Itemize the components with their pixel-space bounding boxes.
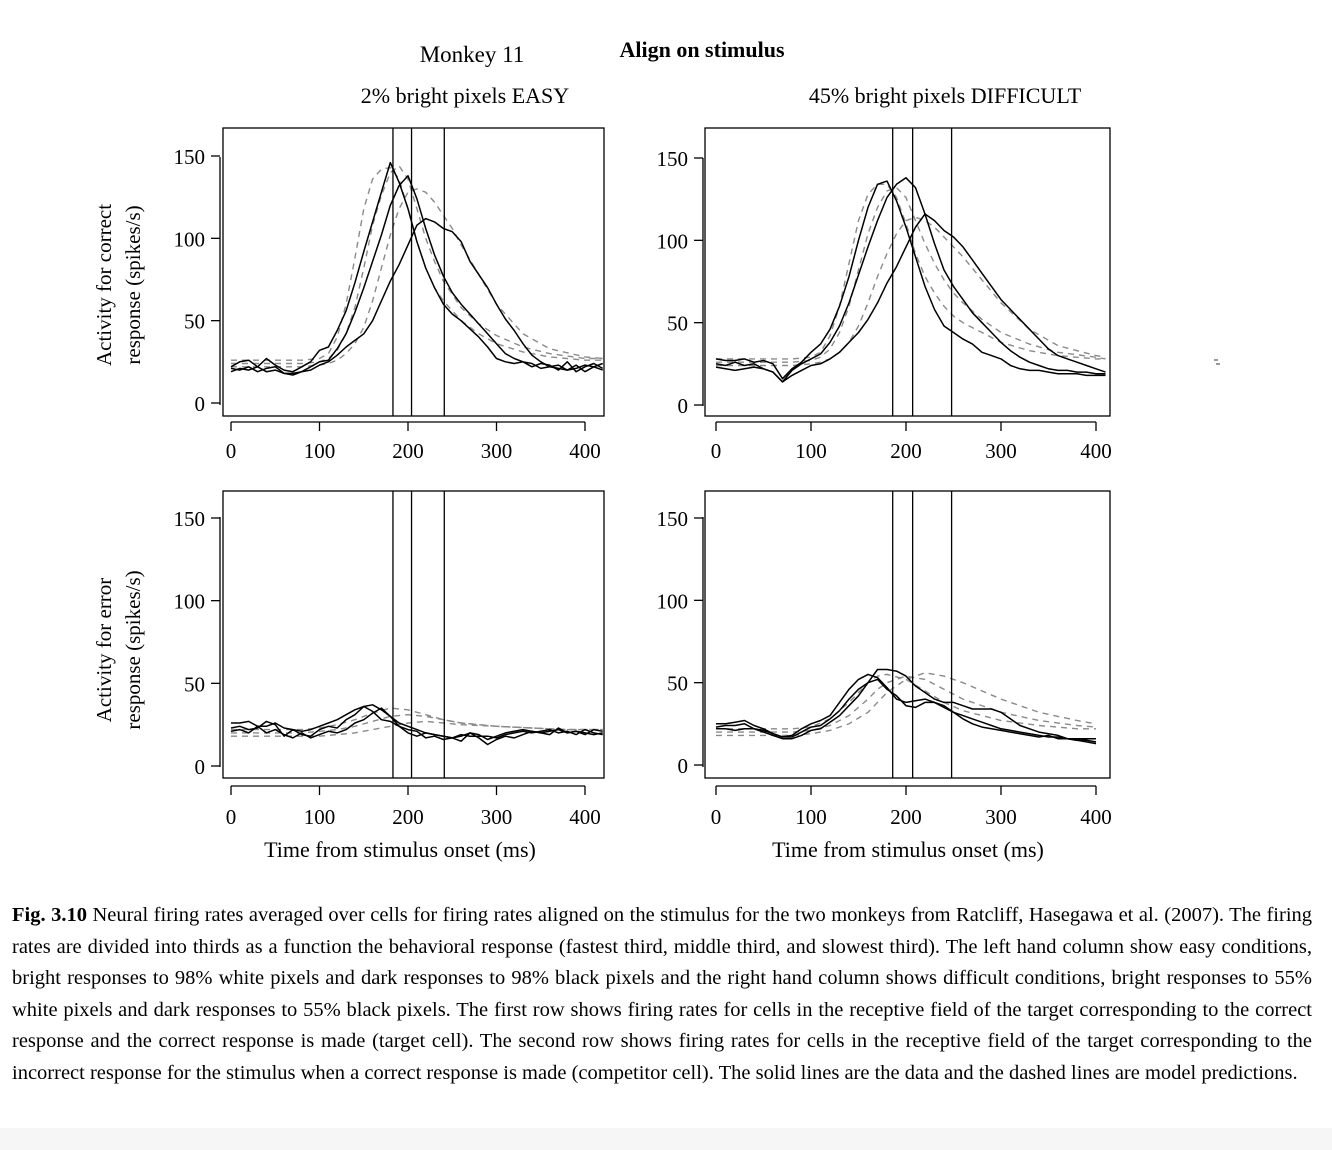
y-tick-label: 0	[678, 394, 689, 418]
x-tick-label: 200	[890, 439, 922, 463]
caption-label: Fig. 3.10	[12, 904, 87, 926]
plot-frame	[222, 490, 605, 779]
x-tick-label: 300	[481, 439, 513, 463]
model-line-1	[716, 673, 1096, 730]
plot-frame	[222, 127, 605, 417]
model-line-1	[231, 166, 603, 361]
data-line-3	[716, 668, 1097, 745]
x-tick-label: 0	[226, 439, 237, 463]
data-line-2	[715, 678, 1096, 740]
panel-easy-correct: 0 50 100 150 0 100 200 300 400	[174, 127, 605, 463]
x-tick-label: 300	[985, 805, 1017, 829]
x-tick-label: 400	[569, 805, 601, 829]
plot-frame	[704, 127, 1111, 417]
x-tick-label: 0	[226, 805, 237, 829]
figure-canvas: Monkey 11 Align on stimulus 2% bright pi…	[92, 37, 1220, 862]
row1-ylabel-line1: Activity for correct	[92, 204, 116, 366]
x-tick-label: 300	[985, 439, 1017, 463]
row2-ylabel-line2: response (spikes/s)	[121, 570, 145, 729]
x-tick-label: 100	[304, 805, 336, 829]
y-tick-label: 100	[174, 590, 206, 614]
x-tick-label: 0	[711, 439, 722, 463]
x-tick-label: 200	[392, 805, 424, 829]
row2-ylabel-line1: Activity for error	[92, 578, 116, 723]
x-tick-label: 100	[304, 439, 336, 463]
monkey-label: Monkey 11	[420, 42, 525, 67]
x-tick-label: 0	[711, 805, 722, 829]
row1-ylabel-line2: response (spikes/s)	[121, 205, 145, 364]
y-tick-label: 100	[657, 589, 689, 613]
align-label: Align on stimulus	[619, 37, 784, 62]
y-tick-label: 100	[174, 227, 206, 251]
data-line-3	[230, 707, 603, 746]
x-tick-label: 100	[795, 805, 827, 829]
data-line-2	[230, 175, 603, 376]
data-line-1	[715, 180, 1106, 380]
y-tick-label: 100	[657, 229, 689, 253]
plot-frame	[704, 490, 1111, 779]
left-column-title: 2% bright pixels EASY	[361, 83, 569, 108]
data-line-1	[230, 161, 604, 373]
model-line-1	[231, 707, 603, 731]
panel-easy-error: 0 50 100 150 0 100 200 300 400	[174, 490, 605, 829]
right-column-title: 45% bright pixels DIFFICULT	[809, 83, 1082, 108]
x-tick-label: 100	[795, 439, 827, 463]
x-tick-label: 200	[890, 805, 922, 829]
page-footer-band	[0, 1128, 1332, 1150]
x-tick-label: 400	[1080, 805, 1112, 829]
xlabel-right: Time from stimulus onset (ms)	[772, 837, 1044, 862]
y-tick-label: 50	[184, 672, 205, 696]
model-line-2	[716, 675, 1097, 733]
x-tick-label: 400	[1080, 439, 1112, 463]
model-line-2	[231, 164, 603, 365]
y-tick-label: 0	[678, 754, 689, 778]
y-tick-label: 0	[195, 392, 206, 416]
y-tick-label: 50	[667, 312, 688, 336]
panel-difficult-error: 0 50 100 150 0 100 200 300 400	[657, 490, 1112, 829]
data-line-3	[230, 217, 603, 375]
y-tick-label: 150	[174, 507, 206, 531]
data-line-2	[230, 705, 603, 739]
stray-mark	[1214, 359, 1220, 365]
model-line-3	[231, 188, 603, 368]
y-tick-label: 150	[657, 507, 689, 531]
panel-difficult-correct: 0 50 100 150 0 100 200 300 400	[657, 127, 1112, 463]
data-line-3	[715, 213, 1106, 383]
y-tick-label: 150	[174, 145, 206, 169]
xlabel-left: Time from stimulus onset (ms)	[264, 837, 536, 862]
y-tick-label: 50	[667, 672, 688, 696]
caption-text: Neural firing rates averaged over cells …	[12, 904, 1313, 1084]
x-tick-label: 200	[392, 439, 424, 463]
model-line-2	[231, 713, 603, 734]
x-tick-label: 400	[569, 439, 601, 463]
y-tick-label: 50	[184, 310, 205, 334]
x-tick-label: 300	[481, 805, 513, 829]
figure-caption: Fig. 3.10 Neural firing rates averaged o…	[12, 900, 1312, 1089]
model-line-2	[716, 186, 1106, 363]
y-tick-label: 150	[657, 147, 689, 171]
model-line-3	[716, 216, 1106, 367]
y-tick-label: 0	[195, 755, 206, 779]
model-line-3	[716, 672, 1097, 737]
